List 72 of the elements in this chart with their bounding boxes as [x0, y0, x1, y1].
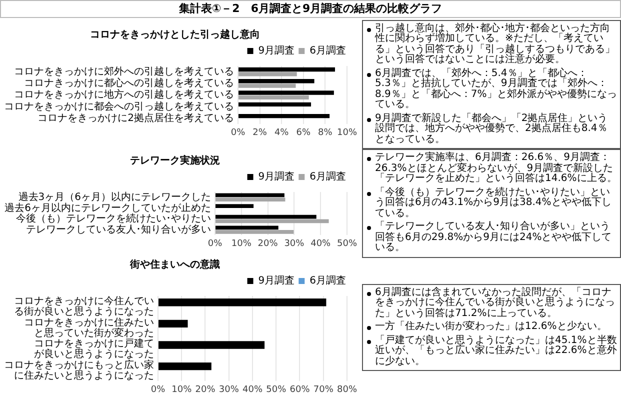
legend-label: 6月調査: [310, 170, 346, 183]
text: テレワーク実施率は、6月調査：26.6％、9月調査：26.3%とほとんど変わらないが、9月調査で新設した「テレワークを止めた」という回答は14.6%に上る。: [375, 152, 617, 185]
x-tick-label: 40%: [242, 384, 263, 394]
legend-label: 9月調査: [258, 44, 295, 56]
bar: [216, 194, 284, 198]
x-tick-label: 0%: [230, 128, 246, 138]
chart-title: コロナをきっかけとした引っ越し意向: [90, 28, 260, 40]
bar: [238, 83, 296, 88]
x-tick-label: 8%: [318, 128, 333, 138]
x-tick-label: 80%: [336, 384, 358, 394]
x-tick-label: 30%: [284, 239, 305, 250]
x-tick-label: 2%: [252, 128, 268, 138]
x-tick-label: 70%: [313, 384, 334, 394]
chart-title: テレワーク実施状況: [130, 154, 220, 167]
text: 「テレワークしている友人･知り合いが多い」という回答も6月の29.8%から9月には24%とやや低下している。: [375, 221, 613, 254]
y-tick-label: コロナをきっかけに今住んでいる街が良いと思うようになった: [14, 294, 154, 318]
text: 「戸建てが良いと思うようになった」は45.1%と半数近いが、「もっと広い家に住みたい」は22.6%と意外に少ない。: [375, 334, 617, 368]
bar: [238, 114, 330, 118]
y-tick-label: コロナをきっかけに郊外への引越しを考えている: [14, 65, 234, 78]
text: 集計表①－2 6月調査と9月調査の結果の比較グラフ: [0, 0, 621, 18]
bar: [216, 226, 278, 230]
bar: [216, 198, 286, 202]
bar: [238, 67, 336, 72]
x-tick-label: 10%: [336, 128, 358, 138]
bar: [216, 230, 294, 234]
y-tick-label: コロナをきっかけに戸建てが良いと思うようになった: [34, 337, 154, 360]
bar: [158, 362, 212, 370]
text: 引っ越し意向は、郊外･都心･地方･都会といった方向性に関わらず増加している。※ただし、「考えている」という回答であり「引っ越しするつもりである」という回答ではないことには注意が必要。: [375, 22, 616, 66]
bar: [238, 78, 314, 84]
text: 6月調査では、「郊外へ：5.4％」と「都心へ：5.3％」と拮抗していたが、9月調査では「郊外へ：8.9％」と「都心へ：7%」と郊外派がやや優勢になっている。: [375, 68, 617, 111]
text: 一方「住みたい街が変わった」は12.6%と少ない。: [375, 321, 607, 333]
text: 「今後（も）テレワークを続けたい･やりたい」という回答は6月の43.1%から9月は38.4%とやや低下している。: [375, 186, 612, 220]
bar: [238, 102, 312, 106]
x-tick-label: 4%: [274, 128, 290, 138]
y-tick-label: テレワークしている友人･知り合いが多い: [26, 224, 211, 236]
legend-label: 9月調査: [258, 170, 295, 183]
bar: [158, 340, 265, 348]
bar: [216, 220, 329, 224]
bar: [238, 95, 309, 100]
x-tick-label: 0%: [150, 384, 166, 394]
legend-label: 6月調査: [310, 274, 346, 286]
y-tick-label: 今後（も）テレワークを続けたい･やりたい: [16, 212, 211, 225]
y-tick-label: コロナをきっかけにもっと広い家に住みたいと思うようになった: [4, 358, 154, 381]
y-tick-label: コロナをきっかけに2拠点居住を考えている: [38, 112, 234, 124]
bar: [238, 90, 334, 95]
bar: [158, 298, 326, 306]
x-tick-label: 60%: [290, 384, 310, 394]
x-tick-label: 40%: [310, 239, 332, 250]
y-tick-label: コロナをきっかけに都会への引っ越しを考えている: [4, 100, 234, 112]
x-tick-label: 50%: [336, 239, 358, 250]
bar: [216, 215, 316, 220]
x-tick-label: 50%: [266, 384, 287, 394]
text: 6月調査には含まれていなかった設問だが、「コロナをきっかけに今住んでいる街が良いと思うようになった」という回答は71.2%に上っている。: [375, 286, 616, 320]
chart-title: 街や住まいへの意識: [129, 258, 220, 270]
x-tick-label: 0%: [208, 239, 223, 250]
x-tick-label: 20%: [195, 384, 216, 394]
y-tick-label: 過去6ヶ月以内にテレワークしていたが止めた: [4, 202, 211, 214]
x-tick-label: 10%: [172, 384, 192, 394]
x-tick-label: 30%: [218, 384, 240, 394]
x-tick-label: 10%: [231, 239, 252, 250]
legend-label: 9月調査: [258, 274, 295, 286]
bar: [238, 72, 297, 76]
x-tick-label: 20%: [258, 239, 278, 250]
text: 9月調査で新設した「都会へ」「2拠点居住」という設問では、地方へがやや優勢で、2拠点居住も8.4％となっている。: [375, 112, 609, 146]
legend-label: 6月調査: [310, 44, 346, 56]
bar: [158, 319, 188, 328]
bar: [216, 204, 254, 208]
y-tick-label: コロナきっかけに都心への引越しを考えている: [24, 76, 234, 89]
y-tick-label: コロナをきっかけに地方への引越しを考えている: [14, 88, 234, 100]
x-tick-label: 6%: [296, 128, 311, 138]
y-tick-label: 過去3ヶ月（6ヶ月）以内にテレワークした: [18, 191, 211, 204]
y-tick-label: コロナをきっかけに住みたいと思っていた街が変わった: [24, 316, 154, 338]
